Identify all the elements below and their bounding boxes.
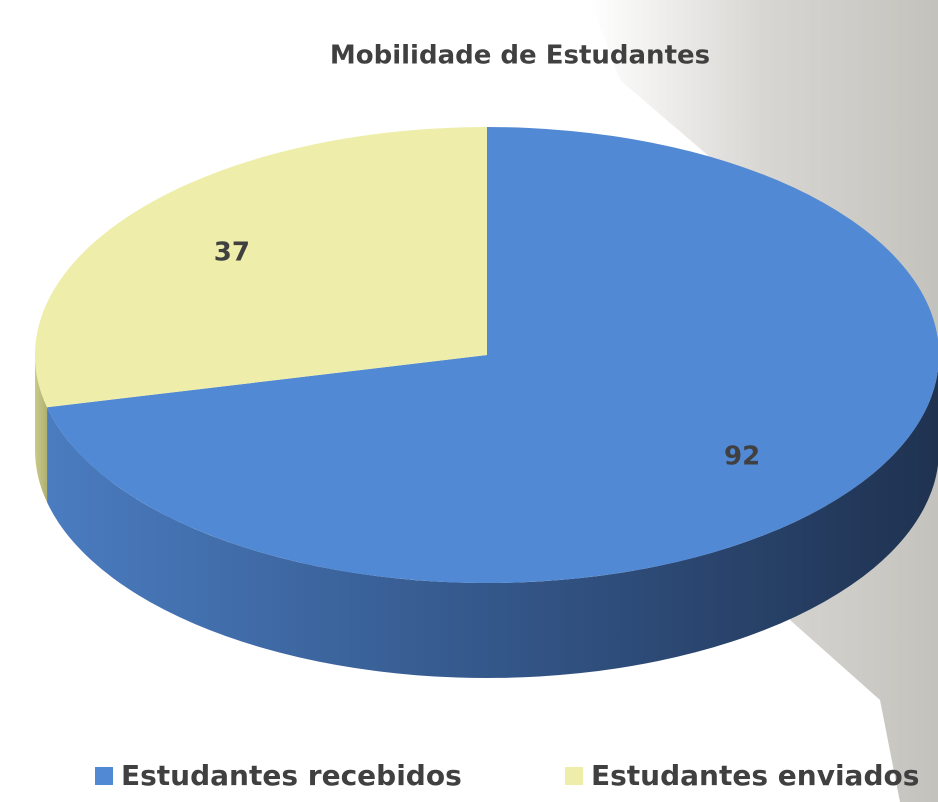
legend-swatch bbox=[95, 767, 113, 785]
background bbox=[590, 0, 938, 802]
pie-slice bbox=[34, 127, 487, 408]
pie-side bbox=[35, 355, 48, 503]
legend-label: Estudantes enviados bbox=[591, 759, 919, 792]
chart-title: Mobilidade de Estudantes bbox=[330, 41, 710, 71]
legend: Estudantes recebidos Estudantes enviados bbox=[95, 759, 919, 792]
pie-slice bbox=[47, 127, 938, 583]
data-label: 37 bbox=[214, 238, 250, 268]
legend-label: Estudantes recebidos bbox=[121, 759, 462, 792]
data-label: 92 bbox=[724, 441, 760, 471]
legend-swatch bbox=[565, 767, 583, 785]
pie: 92 37 bbox=[34, 127, 938, 678]
pie-side bbox=[47, 369, 938, 678]
